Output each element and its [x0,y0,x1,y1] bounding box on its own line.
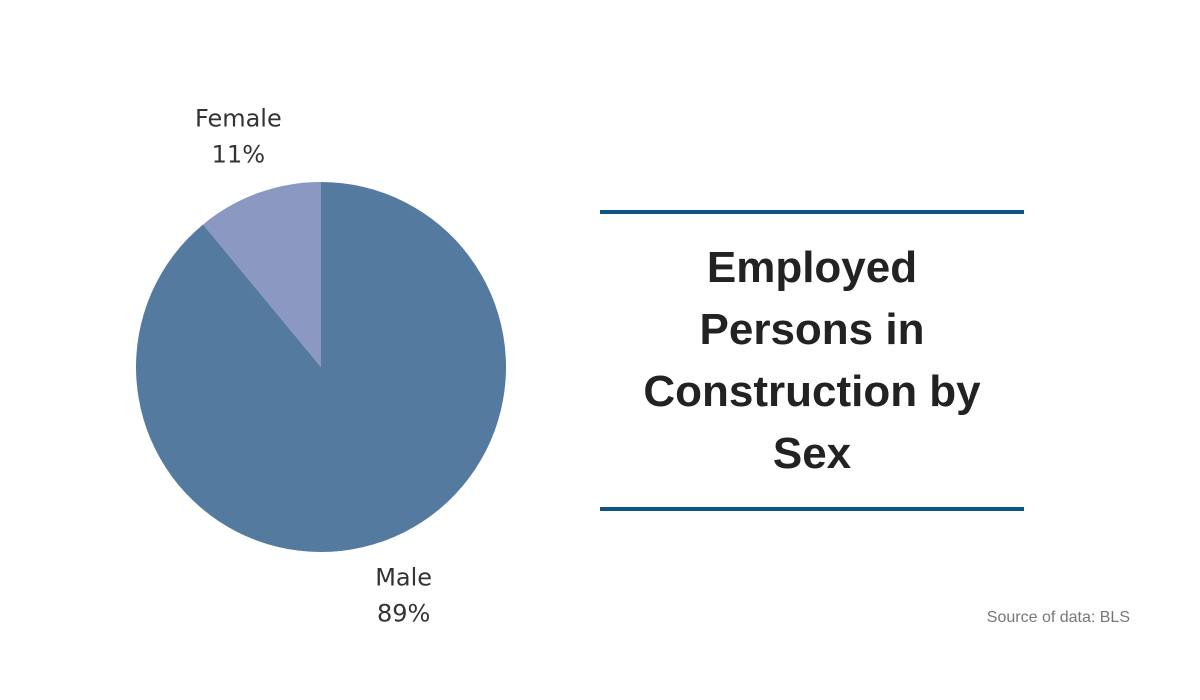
slice-label: Female [195,104,282,132]
slice-label: Male [375,564,432,592]
chart-title: Employed Persons in Construction by Sex [643,243,981,478]
pie-slice [203,182,321,367]
pie-slice [136,182,507,553]
slice-value-label: 11% [212,140,265,168]
source-note: Source of data: BLS [986,609,1130,626]
slice-value-label: 89% [377,600,430,628]
